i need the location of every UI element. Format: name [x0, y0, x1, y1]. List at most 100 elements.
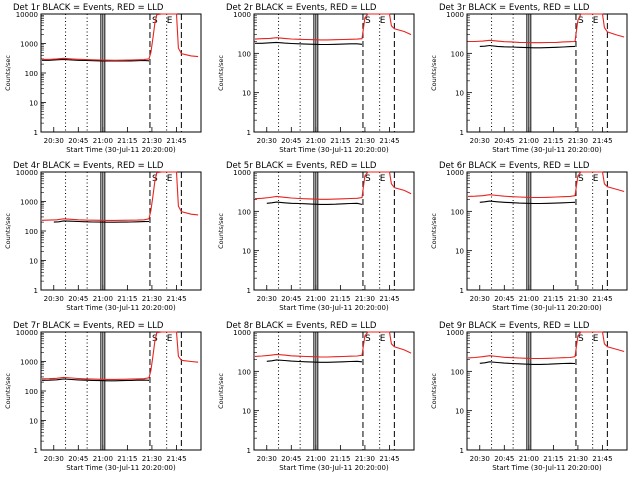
x-tick-label: 21:30: [568, 137, 588, 145]
x-axis-label: Start Time (30-Jul-11 20:20:00): [279, 146, 389, 154]
y-tick-label: 1: [460, 129, 464, 137]
x-axis-label: Start Time (30-Jul-11 20:20:00): [279, 464, 389, 472]
y-axis-label: Counts/sec: [430, 213, 438, 249]
x-tick-label: 21:30: [355, 137, 375, 145]
x-tick-label: 21:30: [355, 295, 375, 303]
x-tick-label: 21:15: [117, 455, 137, 463]
y-tick-label: 10: [455, 408, 464, 416]
plot-frame: [466, 13, 628, 133]
x-axis-label: Start Time (30-Jul-11 20:20:00): [66, 304, 176, 312]
x-tick-label: 21:15: [543, 455, 563, 463]
y-tick-label: 1000: [446, 169, 464, 177]
x-tick-label: 20:45: [68, 295, 88, 303]
lld-series: [254, 171, 412, 200]
panel-title: Det 7r BLACK = Events, RED = LLD: [13, 321, 164, 331]
y-axis-label: Counts/sec: [430, 373, 438, 409]
y-tick-label: 1000: [233, 11, 251, 19]
y-tick-label: 100: [25, 70, 38, 78]
x-tick-label: 21:15: [117, 137, 137, 145]
x-axis-label: Start Time (30-Jul-11 20:20:00): [66, 464, 176, 472]
panel-title: Det 1r BLACK = Events, RED = LLD: [13, 3, 164, 13]
plot-frame: [40, 331, 202, 451]
y-tick-label: 1000: [233, 329, 251, 337]
marker-label: S: [365, 16, 371, 26]
y-tick-label: 10: [242, 248, 251, 256]
x-tick-label: 21:30: [568, 455, 588, 463]
y-axis-label: Counts/sec: [4, 55, 12, 91]
x-tick-label: 21:45: [166, 137, 186, 145]
panel-det-9r: Det 9r BLACK = Events, RED = LLD 1 10 100 10…: [430, 321, 628, 472]
y-tick-label: 1000: [20, 41, 38, 49]
y-tick-label: 10: [29, 418, 38, 426]
events-series: [53, 220, 150, 223]
panel-det-1r: Det 1r BLACK = Events, RED = LLD 1 10 100 10…: [4, 3, 202, 154]
y-tick-label: 10000: [16, 329, 38, 337]
panel-title: Det 3r BLACK = Events, RED = LLD: [439, 3, 590, 13]
events-series: [266, 201, 363, 205]
x-tick-label: 21:00: [519, 137, 539, 145]
x-tick-label: 21:45: [592, 137, 612, 145]
x-tick-label: 20:30: [470, 137, 490, 145]
plot-frame: [253, 331, 415, 451]
x-tick-label: 21:15: [117, 295, 137, 303]
y-tick-label: 10: [29, 100, 38, 108]
x-tick-label: 21:00: [306, 455, 326, 463]
y-tick-label: 1: [34, 129, 38, 137]
x-tick-label: 21:15: [330, 455, 350, 463]
marker-label: E: [380, 334, 386, 344]
x-tick-label: 21:45: [379, 295, 399, 303]
x-tick-label: 21:45: [166, 455, 186, 463]
x-tick-label: 20:30: [470, 455, 490, 463]
lld-series: [467, 171, 625, 199]
x-tick-label: 21:30: [568, 295, 588, 303]
x-tick-label: 21:30: [142, 137, 162, 145]
y-tick-label: 1: [460, 447, 464, 455]
y-tick-label: 100: [451, 368, 464, 376]
lld-series: [41, 331, 199, 380]
events-series: [479, 361, 576, 365]
y-tick-label: 10: [455, 90, 464, 98]
x-tick-label: 20:30: [44, 295, 64, 303]
x-tick-label: 21:00: [306, 137, 326, 145]
panel-title: Det 5r BLACK = Events, RED = LLD: [226, 161, 377, 171]
x-axis-label: Start Time (30-Jul-11 20:20:00): [279, 304, 389, 312]
x-tick-label: 21:00: [306, 295, 326, 303]
x-axis-label: Start Time (30-Jul-11 20:20:00): [492, 304, 602, 312]
y-tick-label: 10: [29, 258, 38, 266]
events-series: [479, 200, 576, 205]
y-tick-label: 10000: [16, 169, 38, 177]
marker-label: E: [167, 16, 173, 26]
y-tick-label: 1000: [446, 329, 464, 337]
marker-label: E: [380, 16, 386, 26]
lld-series: [41, 171, 199, 221]
x-tick-label: 21:15: [543, 137, 563, 145]
y-tick-label: 10000: [16, 11, 38, 19]
panel-det-5r: Det 5r BLACK = Events, RED = LLD 1 10 100 10…: [217, 161, 415, 312]
x-tick-label: 21:45: [592, 455, 612, 463]
marker-label: E: [167, 174, 173, 184]
x-tick-label: 20:45: [281, 455, 301, 463]
x-tick-label: 21:15: [330, 295, 350, 303]
y-tick-label: 1: [247, 129, 251, 137]
x-tick-label: 20:45: [494, 455, 514, 463]
x-tick-label: 20:30: [257, 455, 277, 463]
x-tick-label: 21:15: [330, 137, 350, 145]
lld-series: [254, 13, 412, 41]
events-series: [255, 41, 363, 46]
y-tick-label: 10: [242, 90, 251, 98]
marker-label: E: [593, 174, 599, 184]
x-tick-label: 21:00: [519, 455, 539, 463]
y-axis-label: Counts/sec: [217, 213, 225, 249]
x-axis-label: Start Time (30-Jul-11 20:20:00): [492, 146, 602, 154]
y-tick-label: 100: [238, 368, 251, 376]
y-tick-label: 10: [455, 248, 464, 256]
y-tick-label: 100: [25, 388, 38, 396]
marker-label: E: [593, 16, 599, 26]
x-tick-label: 21:45: [166, 295, 186, 303]
x-tick-label: 20:45: [68, 455, 88, 463]
y-tick-label: 1: [247, 447, 251, 455]
y-axis-label: Counts/sec: [217, 373, 225, 409]
x-tick-label: 20:30: [44, 455, 64, 463]
x-tick-label: 20:45: [68, 137, 88, 145]
